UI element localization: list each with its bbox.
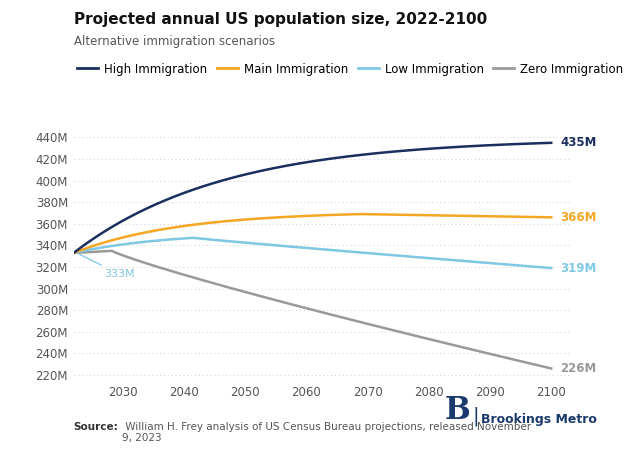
Legend: High Immigration, Main Immigration, Low Immigration, Zero Immigration: High Immigration, Main Immigration, Low … — [77, 63, 623, 76]
Text: Brookings Metro: Brookings Metro — [481, 414, 597, 426]
Text: 319M: 319M — [561, 261, 596, 275]
Text: William H. Frey analysis of US Census Bureau projections, released November
9, 2: William H. Frey analysis of US Census Bu… — [122, 422, 531, 443]
Text: |: | — [472, 407, 479, 426]
Text: 226M: 226M — [561, 362, 596, 375]
Text: 333M: 333M — [79, 254, 135, 279]
Text: 435M: 435M — [561, 136, 596, 149]
Text: B: B — [445, 396, 470, 426]
Text: 366M: 366M — [561, 211, 596, 224]
Text: Alternative immigration scenarios: Alternative immigration scenarios — [74, 35, 275, 47]
Text: Projected annual US population size, 2022-2100: Projected annual US population size, 202… — [74, 12, 487, 27]
Text: Source:: Source: — [74, 422, 118, 432]
